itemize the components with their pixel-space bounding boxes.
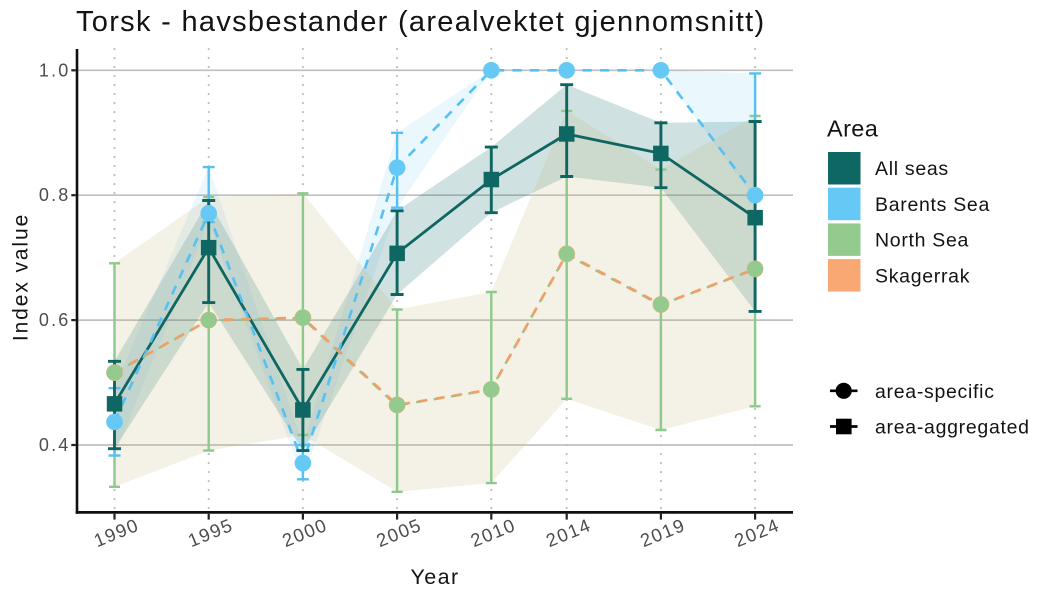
svg-text:Torsk - havsbestander (arealve: Torsk - havsbestander (arealvektet gjenn… [76,6,765,38]
svg-text:All seas: All seas [875,158,949,180]
svg-text:0.4: 0.4 [39,435,71,455]
svg-text:area-aggregated: area-aggregated [875,417,1030,439]
svg-text:North Sea: North Sea [875,230,969,252]
svg-text:0.6: 0.6 [39,310,71,330]
svg-text:Area: Area [827,116,879,142]
svg-text:1.0: 1.0 [39,60,71,80]
svg-text:area-specific: area-specific [875,381,995,403]
svg-text:0.8: 0.8 [39,185,71,205]
svg-text:Index value: Index value [10,213,33,341]
svg-text:Skagerrak: Skagerrak [875,265,970,287]
svg-text:Barents Sea: Barents Sea [875,194,990,216]
svg-text:Year: Year [410,565,459,589]
